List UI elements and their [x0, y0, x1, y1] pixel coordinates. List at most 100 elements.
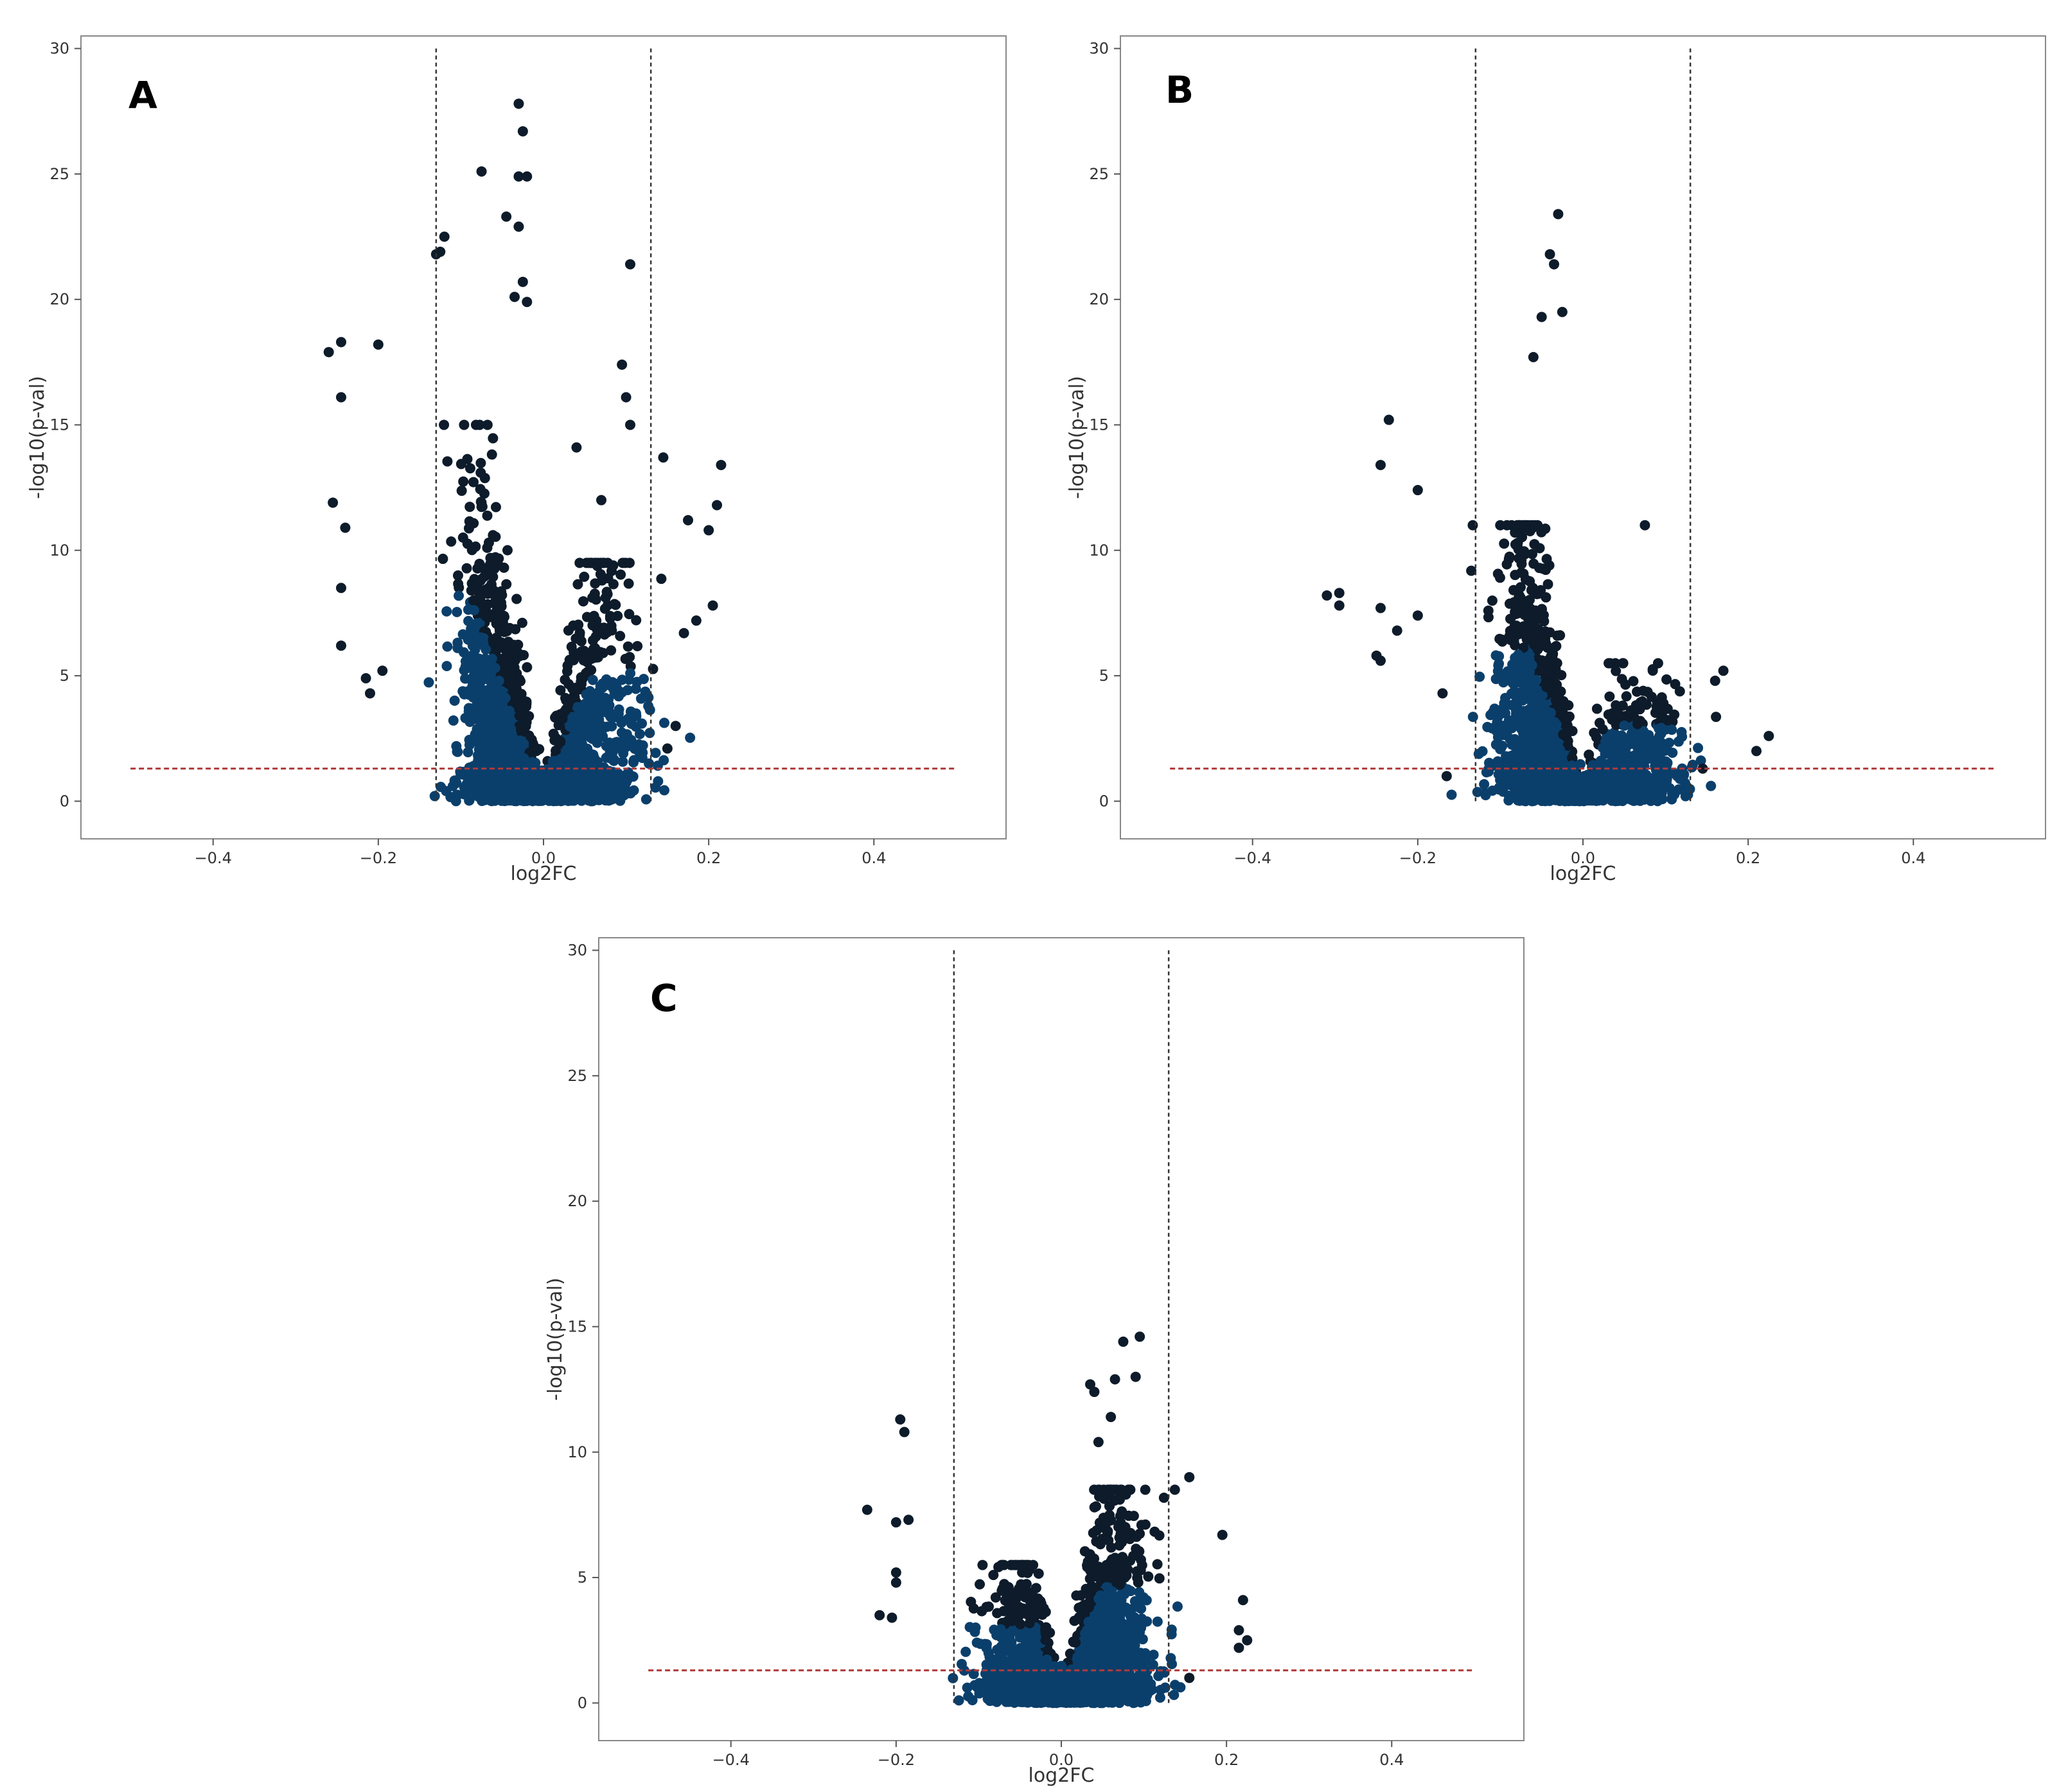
data-point	[1531, 674, 1542, 685]
data-point	[1711, 712, 1722, 723]
outlier-point	[1557, 306, 1568, 317]
data-point	[1541, 681, 1552, 692]
data-point	[1533, 588, 1544, 599]
data-point	[515, 710, 526, 721]
data-point	[597, 703, 608, 714]
x-tick-label: −0.4	[195, 849, 232, 867]
data-point	[624, 609, 635, 620]
data-point	[619, 734, 630, 745]
data-point	[620, 653, 631, 664]
data-point	[1493, 660, 1504, 671]
data-point	[586, 665, 597, 676]
data-point	[1551, 658, 1562, 669]
data-point	[641, 794, 651, 805]
data-point	[447, 780, 458, 791]
data-point	[563, 795, 574, 806]
data-point	[470, 541, 481, 552]
data-point	[1663, 715, 1674, 726]
data-point	[612, 684, 623, 695]
data-point	[572, 579, 583, 590]
data-point	[511, 593, 522, 604]
data-point	[1519, 546, 1530, 557]
outlier-point	[1334, 600, 1345, 611]
y-axis-label: -log10(p-val)	[26, 376, 49, 499]
data-point	[578, 655, 589, 666]
data-point	[1015, 1619, 1026, 1629]
data-point	[488, 635, 499, 646]
data-point	[617, 756, 628, 767]
data-point	[436, 782, 446, 793]
data-point	[530, 769, 541, 780]
data-point	[1492, 712, 1503, 723]
x-axis-label: log2FC	[1550, 863, 1616, 885]
data-point	[630, 683, 641, 694]
data-point	[515, 787, 526, 798]
data-point	[610, 599, 621, 610]
y-tick-label: 10	[49, 541, 69, 559]
data-point	[556, 773, 567, 784]
data-point	[490, 531, 501, 542]
data-point	[463, 703, 474, 714]
data-point	[452, 746, 463, 757]
y-tick-label: 30	[49, 40, 69, 58]
panel-label: A	[128, 73, 157, 117]
data-point	[1497, 741, 1508, 751]
data-point	[466, 791, 477, 802]
data-point	[486, 449, 497, 460]
data-point	[1661, 674, 1672, 685]
y-tick-label: 15	[1089, 416, 1109, 434]
data-point	[454, 590, 464, 601]
outlier-point	[678, 628, 689, 638]
x-tick-label: −0.2	[878, 1751, 915, 1769]
data-point	[592, 558, 603, 568]
y-tick-label: 10	[1089, 541, 1109, 559]
data-point	[475, 593, 486, 604]
data-point	[452, 570, 463, 581]
outlier-point	[617, 359, 628, 370]
data-point	[1558, 729, 1569, 740]
data-point	[603, 694, 614, 705]
outlier-point	[1763, 730, 1774, 741]
data-point	[1562, 713, 1573, 724]
outlier-point	[336, 392, 346, 403]
data-point	[1584, 749, 1595, 760]
outlier-point	[336, 337, 346, 347]
data-point	[658, 785, 669, 796]
data-point	[1608, 782, 1619, 793]
data-point	[1706, 780, 1717, 791]
data-point	[1605, 744, 1616, 755]
data-point	[589, 721, 600, 732]
data-point	[462, 453, 473, 464]
data-point	[1640, 728, 1651, 739]
outlier-point	[716, 459, 727, 470]
data-point	[1446, 789, 1457, 800]
data-point	[1536, 761, 1547, 772]
data-point	[1518, 781, 1529, 792]
plot-frame	[80, 35, 1007, 839]
data-point	[488, 433, 499, 444]
data-point	[1558, 696, 1569, 707]
data-point	[612, 610, 623, 621]
y-tick-label: 30	[1089, 40, 1109, 58]
data-point	[631, 615, 642, 626]
data-point	[615, 631, 626, 642]
y-tick-label: 0	[60, 792, 69, 810]
data-point	[464, 463, 475, 474]
data-point	[587, 674, 598, 685]
outlier-point	[340, 522, 351, 533]
data-point	[629, 743, 640, 754]
data-point	[1667, 788, 1678, 799]
data-point	[508, 640, 519, 651]
data-point	[587, 592, 598, 603]
data-point	[977, 1606, 987, 1617]
outlier-point	[517, 276, 528, 287]
data-point	[497, 730, 508, 741]
data-point	[1033, 1568, 1044, 1579]
data-point	[1518, 795, 1529, 806]
data-point	[470, 644, 481, 655]
data-point	[607, 754, 618, 765]
data-point	[429, 791, 440, 802]
outlier-point	[1536, 312, 1547, 322]
